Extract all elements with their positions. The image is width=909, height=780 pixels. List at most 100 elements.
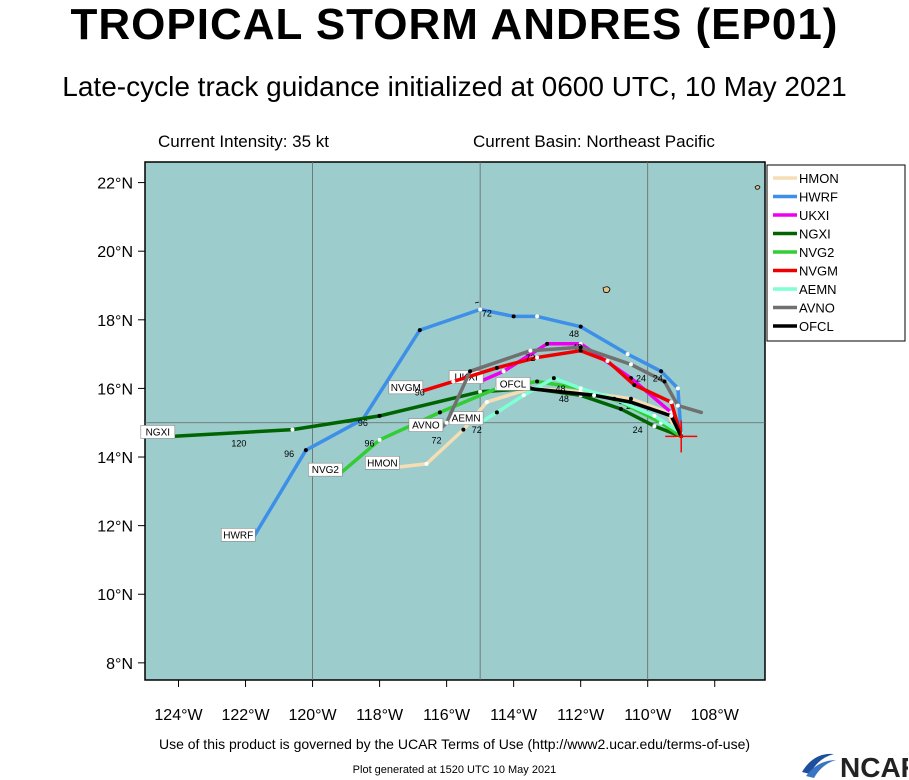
track-point — [528, 348, 533, 353]
track-point — [652, 424, 657, 429]
track-aemn: AEMN 48 72 — [448, 376, 683, 435]
track-point — [444, 420, 449, 425]
track-point — [628, 400, 633, 405]
track-point — [535, 355, 540, 360]
lon-tick-label: 112°W — [557, 707, 605, 724]
legend-label: NVGM — [799, 264, 838, 279]
lon-tick-label: 110°W — [624, 707, 672, 724]
lon-tick-label: 114°W — [490, 707, 538, 724]
track-end-label: NVGM — [391, 383, 421, 394]
track-end-box — [365, 456, 400, 470]
forecast-hour-label: 96 — [284, 449, 294, 459]
ncar-logo: NCAR — [802, 752, 908, 780]
storm-marker — [665, 420, 698, 453]
track-point — [618, 406, 623, 411]
forecast-hour-label: 72 — [482, 308, 492, 318]
track-line-ofcl — [525, 386, 683, 439]
island-clarion — [754, 185, 761, 190]
island-socorro — [602, 286, 611, 293]
legend-label: AVNO — [799, 301, 835, 316]
track-point — [511, 314, 516, 319]
track-point — [578, 386, 583, 391]
track-point — [484, 400, 489, 405]
track-end-box — [140, 425, 176, 439]
track-map: 124°W 122°W 120°W 118°W 116°W 114°W 112°W 110°W… — [97, 161, 906, 724]
track-point — [652, 413, 657, 418]
track-end-box — [220, 528, 256, 542]
lat-tick-label: 16°N — [97, 381, 133, 398]
track-point — [675, 403, 680, 408]
lon-tick-label: 116°W — [423, 707, 471, 724]
track-end-label: AVNO — [412, 421, 440, 432]
track-point — [535, 314, 540, 319]
axis-ticks: 124°W 122°W 120°W 118°W 116°W 114°W 112°W 110°W… — [97, 176, 739, 724]
track-end-box — [388, 380, 424, 395]
track-line-aemn — [478, 376, 683, 435]
track-point — [551, 376, 556, 381]
track-point — [437, 410, 442, 415]
track-point — [478, 389, 483, 394]
track-point — [303, 448, 308, 453]
track-point — [290, 427, 295, 432]
track-point — [675, 386, 680, 391]
terms-of-use: Use of this product is governed by the U… — [158, 736, 751, 752]
legend-label: HMON — [799, 171, 839, 186]
track-point — [592, 393, 597, 398]
forecast-tracks: HMONHWRF729648UKXI48NGXI2496120NVG22496N… — [140, 307, 704, 542]
legend-label: NVG2 — [799, 245, 834, 260]
track-point — [669, 413, 674, 418]
track-end-box — [408, 418, 444, 432]
track-point — [468, 369, 473, 374]
forecast-hour-label: 72 — [472, 425, 482, 435]
forecast-hour-label: 72 — [432, 435, 442, 445]
track-end-box — [308, 462, 343, 477]
track-point — [659, 369, 664, 374]
track-point — [545, 341, 550, 346]
track-point — [424, 461, 429, 466]
track-point — [461, 427, 466, 432]
track-end-label: NGXI — [146, 427, 170, 438]
forecast-hour-label: 72 — [525, 353, 535, 363]
lat-tick-label: 12°N — [97, 519, 133, 536]
track-ofcl: OFCL 24 48 — [495, 374, 683, 439]
forecast-hour-label: 48 — [559, 394, 569, 404]
lat-tick-label: 14°N — [97, 450, 133, 467]
legend-label: NGXI — [799, 227, 831, 242]
track-point — [669, 400, 674, 405]
legend: HMON HWRF UKXI NGXI NVG2 NVGM AEMN AVNO OFCL — [766, 164, 906, 342]
track-end-label: AEMN — [452, 414, 481, 425]
legend-label: AEMN — [799, 282, 837, 297]
forecast-hour-label: 24 — [633, 425, 643, 435]
lon-tick-label: 124°W — [154, 707, 203, 724]
forecast-hour-label: 48 — [556, 384, 566, 394]
track-point — [417, 328, 422, 333]
island-small — [474, 301, 480, 304]
track-point — [578, 324, 583, 329]
lon-tick-label: 108°W — [691, 707, 740, 724]
track-point — [578, 345, 583, 350]
track-point — [535, 379, 540, 384]
lat-tick-label: 22°N — [97, 176, 133, 193]
page-subtitle: Late-cycle track guidance initialized at… — [62, 71, 847, 102]
track-avno: AVNO 72 — [408, 345, 704, 445]
forecast-hour-label: 24 — [636, 374, 646, 384]
track-point — [628, 396, 633, 401]
forecast-hour-label: 96 — [365, 439, 375, 449]
track-point — [494, 410, 499, 415]
lon-tick-label: 118°W — [356, 707, 404, 724]
track-end-box — [495, 377, 531, 391]
track-point — [578, 348, 583, 353]
track-point — [521, 393, 526, 398]
track-point — [451, 379, 456, 384]
track-point — [478, 307, 483, 312]
current-intensity: Current Intensity: 35 kt — [158, 132, 330, 151]
track-end-label: NVG2 — [312, 465, 340, 476]
track-point — [377, 437, 382, 442]
forecast-hour-label: 24 — [653, 374, 663, 384]
track-end-label: HWRF — [223, 530, 253, 541]
track-point — [558, 389, 563, 394]
track-end-label: OFCL — [500, 379, 527, 390]
track-point — [625, 352, 630, 357]
track-point — [501, 369, 506, 374]
track-hwrf: HWRF 72 96 48 — [220, 307, 683, 542]
